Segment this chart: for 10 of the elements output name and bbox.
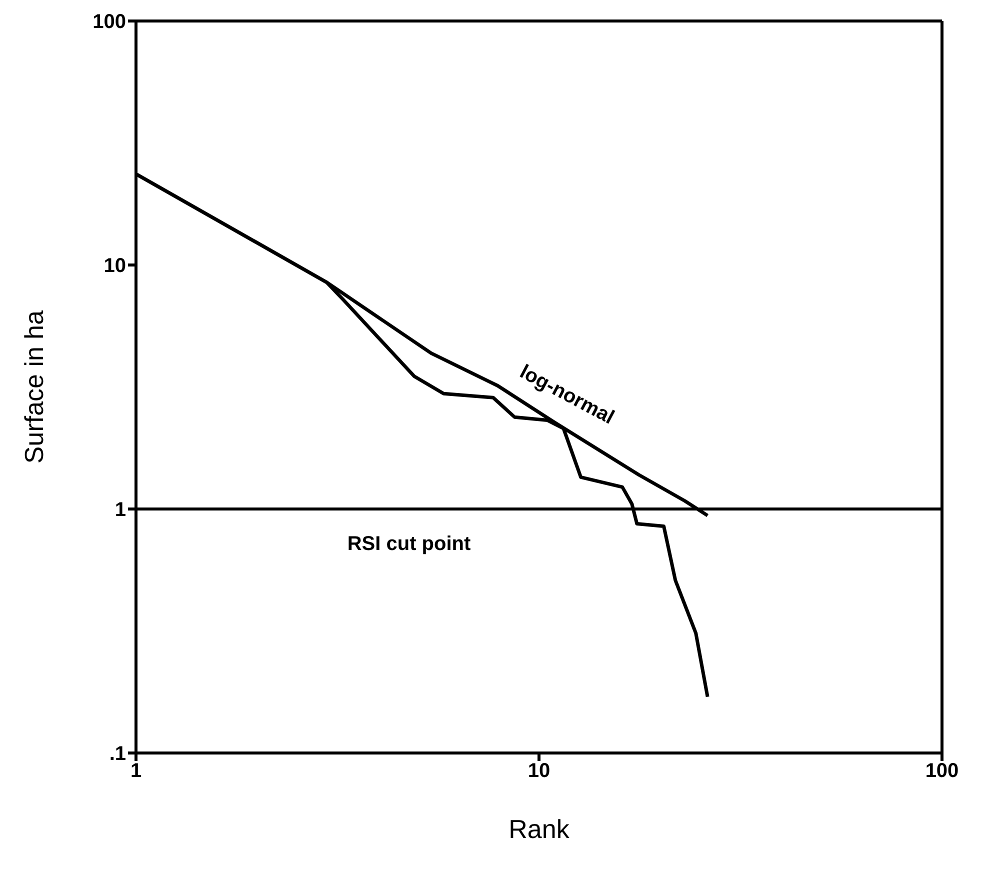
y-tick-label: .1 bbox=[109, 743, 126, 766]
y-tick-label: 10 bbox=[104, 255, 126, 278]
ref-line-label: RSI cut point bbox=[347, 533, 471, 556]
x-tick-label: 100 bbox=[925, 760, 959, 782]
y-axis-title: Surface in ha bbox=[19, 310, 50, 464]
x-axis-title: Rank bbox=[508, 814, 570, 844]
y-tick-label: 1 bbox=[114, 499, 126, 522]
x-tick-label: 1 bbox=[130, 760, 142, 782]
y-tick-label: 100 bbox=[92, 11, 126, 34]
x-tick-label: 10 bbox=[528, 760, 550, 782]
